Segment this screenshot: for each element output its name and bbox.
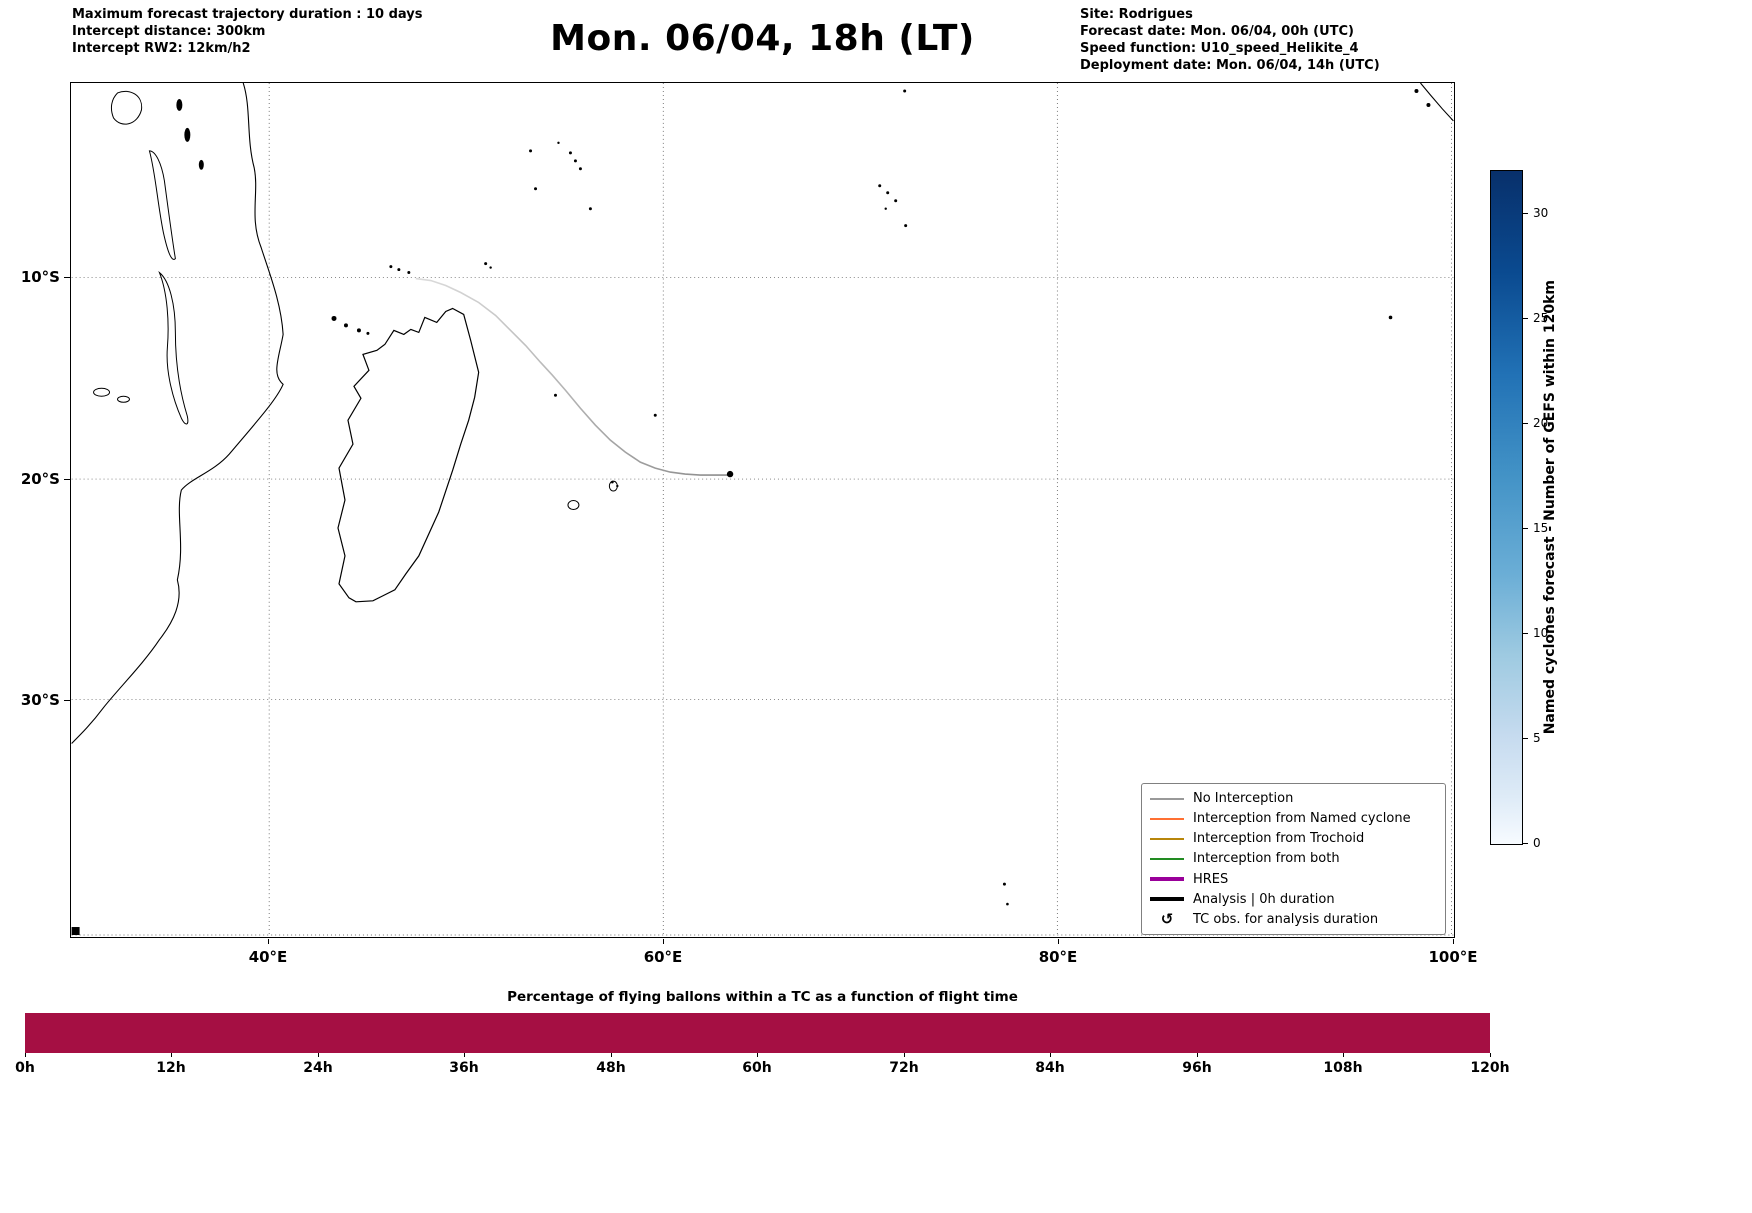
lon-label-40e: 40°E <box>248 948 288 966</box>
max-duration-text: Maximum forecast trajectory duration : 1… <box>72 7 423 22</box>
legend-item-analysis: Analysis | 0h duration <box>1150 890 1437 909</box>
speed-function-text: Speed function: U10_speed_Helikite_4 <box>1080 41 1359 56</box>
lat-tick-30s <box>64 700 70 701</box>
legend-label: No Interception <box>1193 791 1294 806</box>
hour-tick <box>904 1053 905 1057</box>
lon-label-80e: 80°E <box>1038 948 1078 966</box>
lon-tick-100e <box>1453 939 1454 944</box>
legend-label: Interception from both <box>1193 851 1340 867</box>
page-title: Mon. 06/04, 18h (LT) <box>550 18 975 59</box>
colorbar-tick <box>1523 528 1528 529</box>
colorbar-axis-label: Named cyclones forecast - Number of GEFS… <box>1542 280 1558 735</box>
madagascar-coastline <box>337 307 480 603</box>
hour-tick <box>1197 1053 1198 1057</box>
lat-tick-10s <box>64 277 70 278</box>
hour-label-72h: 72h <box>889 1060 919 1076</box>
hour-tick <box>318 1053 319 1057</box>
hour-tick <box>757 1053 758 1057</box>
colorbar-ticklabel-15: 15 <box>1533 521 1549 535</box>
legend-item-no-interception: No Interception <box>1150 789 1437 808</box>
site-text: Site: Rodrigues <box>1080 7 1193 22</box>
hour-label-24h: 24h <box>303 1060 333 1076</box>
colorbar-ticklabel-5: 5 <box>1533 731 1541 745</box>
site-marker-rodrigues <box>726 470 734 478</box>
legend-item-hres: HRES <box>1150 870 1437 889</box>
intercept-rw2-text: Intercept RW2: 12km/h2 <box>72 41 251 56</box>
analysis-line-swatch <box>1150 897 1184 902</box>
legend-label: Interception from Trochoid <box>1193 831 1365 847</box>
colorbar-tick <box>1523 738 1528 739</box>
lon-label-100e: 100°E <box>1428 948 1478 966</box>
hour-label-120h: 120h <box>1470 1060 1510 1076</box>
map-svg <box>71 83 1454 937</box>
hour-tick <box>171 1053 172 1057</box>
lat-label-30s: 30°S <box>20 691 60 709</box>
legend-label: TC obs. for analysis duration <box>1193 911 1379 927</box>
colorbar-tick <box>1523 318 1528 319</box>
colorbar-ticklabel-20: 20 <box>1533 416 1549 430</box>
hour-tick <box>25 1053 26 1057</box>
hour-tick <box>1050 1053 1051 1057</box>
lat-tick-20s <box>64 479 70 480</box>
graticule-gridlines <box>71 83 1454 937</box>
trajectory-path <box>415 277 730 476</box>
named-cyclone-line-swatch <box>1150 817 1184 820</box>
colorbar-ticklabel-10: 10 <box>1533 626 1549 640</box>
gefs-colorbar <box>1490 170 1523 845</box>
colorbar-tick <box>1523 423 1528 424</box>
legend-item-tc-obs: ↺ TC obs. for analysis duration <box>1150 910 1437 929</box>
legend-label: Interception from Named cyclone <box>1193 811 1411 827</box>
hour-label-48h: 48h <box>596 1060 626 1076</box>
colorbar-label-wrap: Named cyclones forecast - Number of GEFS… <box>1542 170 1558 845</box>
sumatra-coastline-fragment <box>1420 83 1454 122</box>
colorbar-ticklabel-0: 0 <box>1533 836 1541 850</box>
deployment-date-text: Deployment date: Mon. 06/04, 14h (UTC) <box>1080 58 1380 73</box>
hour-label-36h: 36h <box>449 1060 479 1076</box>
hour-label-84h: 84h <box>1035 1060 1065 1076</box>
hour-label-60h: 60h <box>742 1060 772 1076</box>
colorbar-tick <box>1523 843 1528 844</box>
hour-tick <box>464 1053 465 1057</box>
forecast-date-text: Forecast date: Mon. 06/04, 00h (UTC) <box>1080 24 1355 39</box>
hour-tick <box>611 1053 612 1057</box>
tc-obs-rotation-icon: ↺ <box>1160 909 1174 928</box>
legend-label: HRES <box>1193 871 1229 887</box>
no-interception-line-swatch <box>1150 797 1184 800</box>
flight-time-percentage-bar <box>25 1013 1490 1053</box>
hour-tick <box>1490 1053 1491 1057</box>
hour-label-12h: 12h <box>156 1060 186 1076</box>
colorbar-tick <box>1523 633 1528 634</box>
map-panel: No Interception Interception from Named … <box>70 82 1455 938</box>
map-legend: No Interception Interception from Named … <box>1141 783 1446 935</box>
tanzanian-islands <box>176 98 204 170</box>
intercept-distance-text: Intercept distance: 300km <box>72 24 266 39</box>
colorbar-ticklabel-30: 30 <box>1533 206 1549 220</box>
hour-label-108h: 108h <box>1323 1060 1363 1076</box>
lon-label-60e: 60°E <box>643 948 683 966</box>
hour-tick <box>1343 1053 1344 1057</box>
lon-tick-60e <box>663 939 664 944</box>
lat-label-20s: 20°S <box>20 470 60 488</box>
colorbar-tick <box>1523 213 1528 214</box>
header-left-block: Maximum forecast trajectory duration : 1… <box>72 6 423 57</box>
africa-coastline <box>71 83 284 744</box>
trochoid-line-swatch <box>1150 837 1184 840</box>
legend-item-both: Interception from both <box>1150 849 1437 868</box>
header-right-block: Site: Rodrigues Forecast date: Mon. 06/0… <box>1080 6 1380 74</box>
both-line-swatch <box>1150 857 1184 860</box>
rift-lakes <box>93 90 189 425</box>
small-islands <box>71 88 1431 936</box>
lon-tick-80e <box>1058 939 1059 944</box>
legend-item-trochoid: Interception from Trochoid <box>1150 829 1437 848</box>
hour-label-96h: 96h <box>1182 1060 1212 1076</box>
hour-label-0h: 0h <box>15 1060 35 1076</box>
lat-label-10s: 10°S <box>20 268 60 286</box>
mascarene-islands <box>567 480 618 510</box>
lon-tick-40e <box>268 939 269 944</box>
bottom-chart-title: Percentage of flying ballons within a TC… <box>507 989 1018 1005</box>
legend-label: Analysis | 0h duration <box>1193 891 1335 907</box>
colorbar-ticklabel-25: 25 <box>1533 311 1549 325</box>
hres-line-swatch <box>1150 877 1184 882</box>
legend-item-named-cyclone: Interception from Named cyclone <box>1150 809 1437 828</box>
